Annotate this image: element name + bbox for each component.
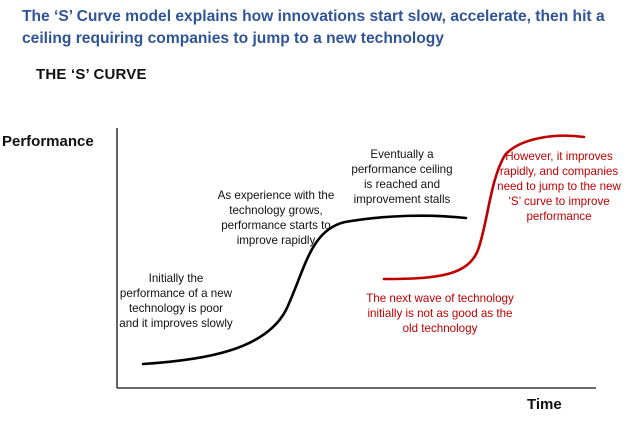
annotation-next-wave: The next wave of technology initially is…: [366, 292, 514, 335]
annotation-initial: Initially the performance of a new techn…: [119, 272, 233, 330]
old-technology-curve: [141, 214, 468, 366]
new-technology-curve: [382, 134, 586, 281]
section-title: THE ‘S’ CURVE: [36, 66, 147, 83]
x-axis-label: Time: [527, 396, 562, 413]
headline: The ‘S’ Curve model explains how innovat…: [22, 8, 605, 47]
annotation-jump: However, it improves rapidly, and compan…: [497, 150, 621, 223]
annotation-growth: As experience with the technology grows,…: [217, 189, 335, 247]
annotation-ceiling: Eventually a performance ceiling is reac…: [351, 148, 453, 206]
y-axis-label: Performance: [2, 133, 94, 150]
